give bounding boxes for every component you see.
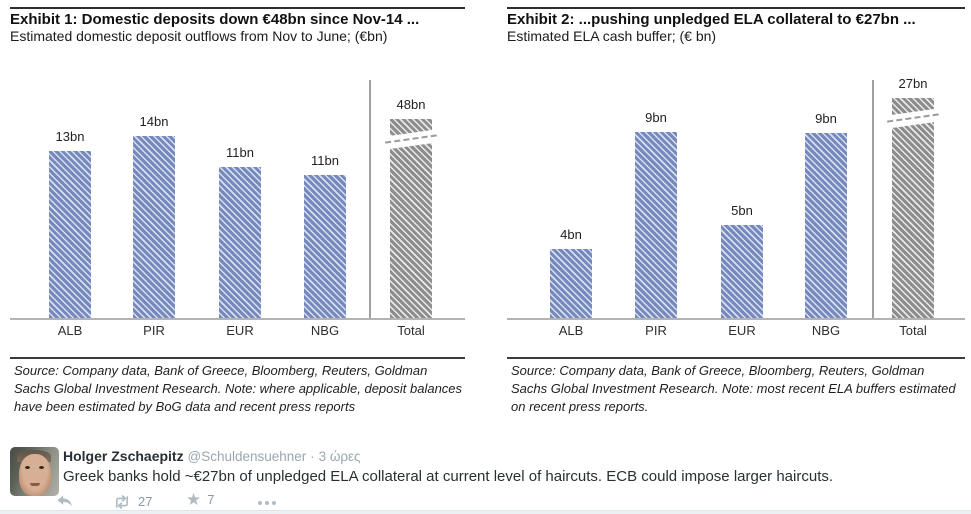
retweet-icon xyxy=(115,494,129,509)
bar-value-label: 9bn xyxy=(815,111,837,126)
avatar-mouth xyxy=(30,483,40,486)
tweet-timestamp[interactable]: 3 ώρες xyxy=(318,449,361,464)
bar-value-label: 11bn xyxy=(226,145,254,160)
favorite-count: 7 xyxy=(207,492,215,507)
avatar-eye xyxy=(39,466,44,469)
bar-value-label: 48bn xyxy=(396,97,426,112)
bar-eur xyxy=(219,167,261,318)
retweet-button[interactable]: 27 xyxy=(112,494,152,509)
bar-value-label: 13bn xyxy=(55,129,85,144)
exhibit-2-bar-chart: 4bn 9bn 5bn 9bn 27bn xyxy=(507,74,965,320)
author-name[interactable]: Holger Zschaepitz xyxy=(63,448,184,464)
exhibit-2-panel: Exhibit 2: ...pushing unpledged ELA coll… xyxy=(507,7,965,432)
axis-label-alb: ALB xyxy=(558,323,584,338)
axis-label-total: Total xyxy=(397,323,425,338)
bar-value-label: 14bn xyxy=(139,114,169,129)
reply-arrow-icon xyxy=(57,495,72,507)
bar-pir xyxy=(133,136,175,318)
bar-value-label: 11bn xyxy=(311,153,339,168)
axis-label-eur: EUR xyxy=(728,323,756,338)
reply-button[interactable] xyxy=(56,494,74,508)
more-dots-icon xyxy=(258,496,276,510)
star-icon: ★ xyxy=(186,489,202,509)
bar-nbg xyxy=(304,175,346,318)
axis-label-nbg: NBG xyxy=(310,323,340,338)
more-button[interactable] xyxy=(258,496,276,510)
exhibit-1-bar-chart: 13bn 14bn 11bn 11bn 48bn xyxy=(10,74,465,320)
bar-value-label: 4bn xyxy=(560,227,582,242)
bar-value-label: 9bn xyxy=(645,110,667,125)
exhibit-2-title: Exhibit 2: ...pushing unpledged ELA coll… xyxy=(507,11,916,28)
exhibit-1-title: Exhibit 1: Domestic deposits down €48bn … xyxy=(10,11,420,28)
axis-label-pir: PIR xyxy=(645,323,667,338)
favorite-button[interactable]: ★ 7 xyxy=(186,489,215,509)
axis-label-alb: ALB xyxy=(57,323,83,338)
total-separator-line xyxy=(369,80,371,318)
exhibit-2-x-axis: ALB PIR EUR NBG Total xyxy=(507,323,965,341)
panel-top-rule xyxy=(507,7,965,9)
exhibit-1-x-axis: ALB PIR EUR NBG Total xyxy=(10,323,465,341)
bar-eur xyxy=(721,225,763,318)
axis-break-marker xyxy=(886,108,940,129)
bar-pir xyxy=(635,132,677,318)
bar-value-label: 5bn xyxy=(731,203,753,218)
axis-break-marker xyxy=(384,129,438,150)
author-handle[interactable]: @Schuldensuehner xyxy=(187,449,307,464)
axis-label-pir: PIR xyxy=(143,323,165,338)
tweet-text: Greek banks hold ~€27bn of unpledged ELA… xyxy=(63,468,834,485)
bar-nbg xyxy=(805,133,847,318)
avatar-face xyxy=(19,454,51,496)
retweet-count: 27 xyxy=(138,494,153,509)
source-rule xyxy=(10,357,465,359)
meta-separator: · xyxy=(310,449,315,464)
bar-total xyxy=(384,119,438,318)
bar-value-label: 27bn xyxy=(898,76,928,91)
avatar-eye xyxy=(25,466,30,469)
exhibit-2-source-note: Source: Company data, Bank of Greece, Bl… xyxy=(511,363,956,414)
avatar[interactable] xyxy=(10,447,59,496)
bar-alb xyxy=(550,249,592,318)
axis-label-nbg: NBG xyxy=(811,323,841,338)
exhibit-1-panel: Exhibit 1: Domestic deposits down €48bn … xyxy=(10,7,465,432)
exhibit-2-subtitle: Estimated ELA cash buffer; (€ bn) xyxy=(507,28,717,44)
tweet-header: Holger Zschaepitz @Schuldensuehner · 3 ώ… xyxy=(63,448,361,464)
axis-label-total: Total xyxy=(899,323,927,338)
exhibit-1-source-note: Source: Company data, Bank of Greece, Bl… xyxy=(14,363,463,414)
source-rule xyxy=(507,357,965,359)
bottom-edge-strip xyxy=(0,510,971,514)
bar-alb xyxy=(49,151,91,318)
total-separator-line xyxy=(872,80,874,318)
tweet-action-bar: 27 ★ 7 xyxy=(0,489,971,510)
exhibit-1-subtitle: Estimated domestic deposit outflows from… xyxy=(10,28,388,44)
axis-label-eur: EUR xyxy=(226,323,254,338)
bar-total xyxy=(886,98,940,318)
tweet: Holger Zschaepitz @Schuldensuehner · 3 ώ… xyxy=(0,440,971,510)
panel-top-rule xyxy=(10,7,465,9)
